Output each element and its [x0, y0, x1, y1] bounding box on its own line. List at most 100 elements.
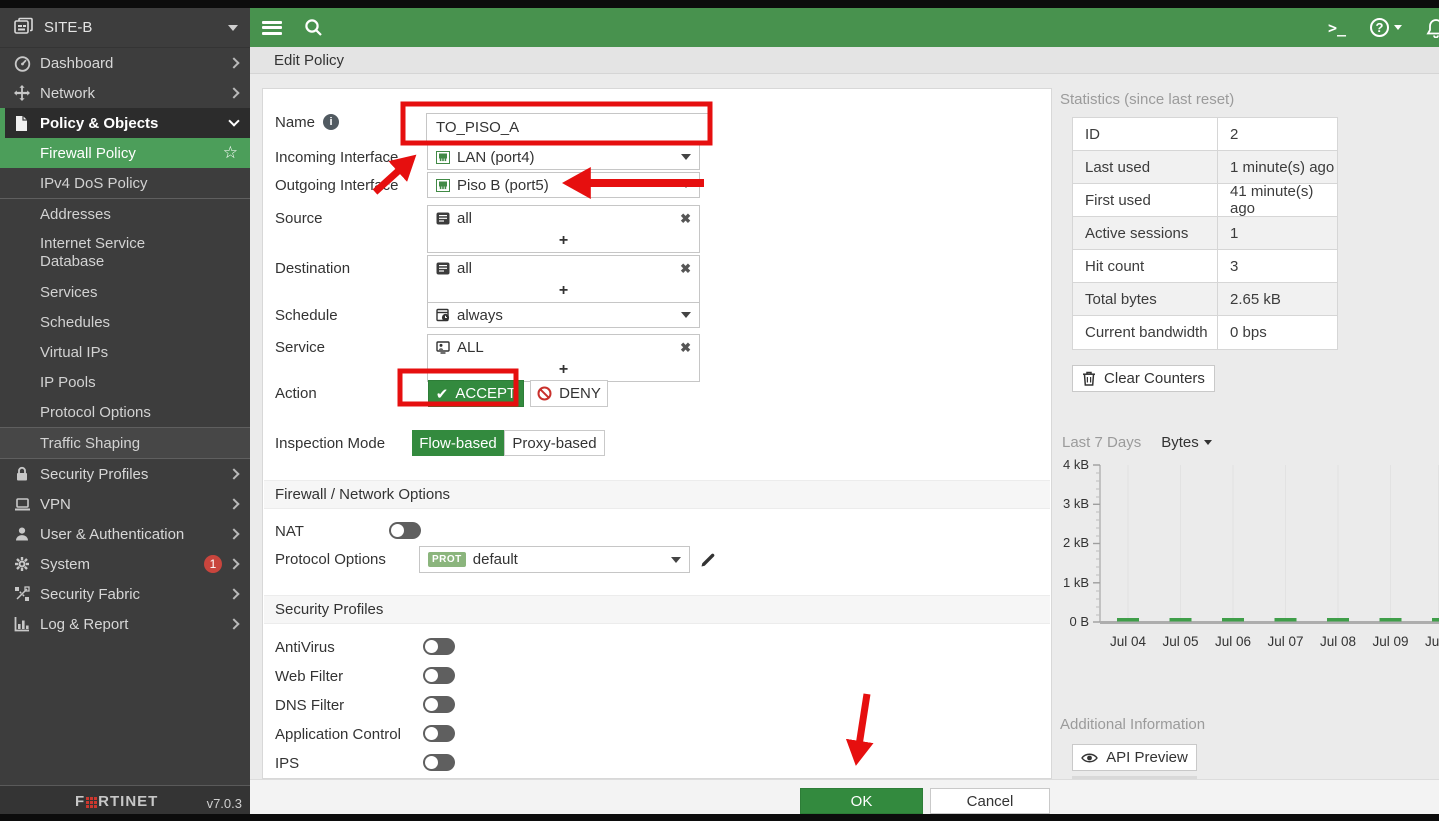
sidebar-item-firewall-policy[interactable]: Firewall Policy ☆	[0, 138, 250, 168]
svg-text:0 B: 0 B	[1069, 614, 1089, 629]
hamburger-menu-icon[interactable]	[262, 20, 282, 35]
fortinet-logo: F RTINET	[75, 793, 159, 810]
svg-text:Jul 04: Jul 04	[1110, 634, 1147, 649]
outgoing-interface-select[interactable]: Piso B (port5)	[427, 172, 700, 198]
ok-button[interactable]: OK	[800, 788, 923, 814]
protocol-options-select[interactable]: PROT default	[419, 546, 690, 573]
chart-y-labels: 4 kB 3 kB 2 kB 1 kB 0 B	[1063, 457, 1089, 629]
sidebar-item-security-profiles[interactable]: Security Profiles	[0, 459, 250, 489]
address-icon	[436, 262, 450, 275]
dns-filter-toggle[interactable]	[423, 696, 455, 713]
sidebar-item-network[interactable]: Network	[0, 78, 250, 108]
site-layers-icon	[14, 17, 34, 39]
nat-row: NAT	[275, 518, 1039, 544]
protocol-options-row: Protocol Options PROT default	[275, 546, 1039, 573]
table-row: Hit count 3	[1073, 250, 1337, 283]
clear-counters-button[interactable]: Clear Counters	[1072, 365, 1215, 392]
svg-text:Jul 09: Jul 09	[1372, 634, 1408, 649]
sidebar-item-addresses[interactable]: Addresses	[40, 205, 111, 223]
edit-policy-form: Name i Incoming Interface LAN (port4) Ou…	[262, 88, 1052, 779]
favorite-star-icon[interactable]: ☆	[222, 143, 238, 162]
destination-row: Destination all ✖ +	[275, 255, 1039, 303]
sidebar-item-policy-objects[interactable]: Policy & Objects	[0, 108, 250, 138]
action-deny-button[interactable]: DENY	[530, 380, 608, 407]
svg-text:Jul 08: Jul 08	[1320, 634, 1356, 649]
chart-unit-dropdown[interactable]: Bytes	[1161, 434, 1212, 451]
service-box[interactable]: ALL ✖ +	[427, 334, 700, 382]
sidebar-item-traffic-shaping[interactable]: Traffic Shaping	[0, 428, 250, 458]
sidebar-item-virtual-ips[interactable]: Virtual IPs	[40, 343, 109, 361]
info-icon[interactable]: i	[323, 114, 340, 130]
help-menu[interactable]: ?	[1370, 18, 1402, 37]
chevron-right-icon	[228, 588, 240, 600]
form-footer: OK Cancel	[250, 779, 1439, 814]
destination-box[interactable]: all ✖ +	[427, 255, 700, 303]
inspection-proxy-based-button[interactable]: Proxy-based	[504, 430, 605, 456]
sidebar-item-user-authentication[interactable]: User & Authentication	[0, 519, 250, 549]
sidebar-item-vpn[interactable]: VPN	[0, 489, 250, 519]
notification-bell-icon[interactable]	[1426, 18, 1439, 38]
sidebar-divider	[0, 458, 250, 459]
table-row: Total bytes 2.65 kB	[1073, 283, 1337, 316]
incoming-interface-select[interactable]: LAN (port4)	[427, 144, 700, 170]
application-control-row: Application Control	[275, 721, 1039, 747]
source-box[interactable]: all ✖ +	[427, 205, 700, 253]
svg-text:2 kB: 2 kB	[1063, 535, 1089, 550]
sidebar-item-dashboard[interactable]: Dashboard	[0, 48, 250, 78]
search-icon[interactable]	[304, 18, 323, 37]
firmware-version: v7.0.3	[206, 796, 242, 811]
address-icon	[436, 212, 450, 225]
application-control-toggle[interactable]	[423, 725, 455, 742]
gear-icon	[14, 556, 40, 572]
site-name: SITE-B	[44, 19, 93, 36]
cli-console-icon[interactable]: >_	[1327, 18, 1346, 37]
remove-icon[interactable]: ✖	[680, 260, 691, 276]
caret-down-icon	[1203, 440, 1212, 445]
chevron-down-icon	[228, 115, 240, 127]
sidebar-item-security-fabric[interactable]: Security Fabric	[0, 579, 250, 609]
service-icon	[436, 341, 450, 354]
sidebar-item-protocol-options[interactable]: Protocol Options	[40, 403, 151, 421]
antivirus-toggle[interactable]	[423, 638, 455, 655]
add-source-button[interactable]: +	[558, 232, 569, 249]
cancel-button[interactable]: Cancel	[930, 788, 1050, 814]
action-accept-button[interactable]: ✔ ACCEPT	[428, 380, 524, 407]
sidebar-item-ipv4-dos-policy[interactable]: IPv4 DoS Policy	[40, 174, 148, 192]
schedule-select[interactable]: always	[427, 302, 700, 328]
service-row: Service ALL ✖ +	[275, 334, 1039, 382]
sidebar-divider	[0, 427, 250, 428]
sidebar: SITE-B Dashboard Network Policy & Object…	[0, 8, 250, 814]
api-preview-button[interactable]: API Preview	[1072, 744, 1197, 771]
breadcrumb: Edit Policy	[250, 47, 1439, 74]
alert-count-badge: 1	[204, 555, 222, 573]
sidebar-footer: F RTINET v7.0.3	[0, 785, 250, 814]
policy-name-input[interactable]	[426, 113, 710, 142]
sidebar-item-schedules[interactable]: Schedules	[40, 313, 111, 331]
cut-off-button-edge	[1072, 776, 1197, 779]
sidebar-item-services[interactable]: Services	[40, 283, 98, 301]
inspection-mode-row: Inspection Mode Flow-based Proxy-based	[275, 430, 1039, 456]
inspection-flow-based-button[interactable]: Flow-based	[412, 430, 504, 456]
vdom-selector[interactable]: SITE-B	[0, 8, 250, 48]
remove-icon[interactable]: ✖	[680, 339, 691, 355]
sidebar-item-ip-pools[interactable]: IP Pools	[40, 373, 96, 391]
add-service-button[interactable]: +	[558, 361, 569, 378]
remove-icon[interactable]: ✖	[680, 210, 691, 226]
antivirus-row: AntiVirus	[275, 634, 1039, 660]
schedule-icon	[436, 308, 450, 322]
additional-information-title: Additional Information	[1060, 716, 1206, 733]
section-header-security-profiles: Security Profiles	[264, 595, 1050, 624]
nat-toggle[interactable]	[389, 522, 421, 539]
sidebar-item-log-report[interactable]: Log & Report	[0, 609, 250, 639]
chart-bars	[1117, 618, 1439, 622]
name-row: Name i	[275, 109, 1039, 142]
edit-pencil-icon[interactable]	[700, 552, 716, 568]
ips-toggle[interactable]	[423, 754, 455, 771]
add-destination-button[interactable]: +	[558, 282, 569, 299]
sidebar-item-system[interactable]: System 1	[0, 549, 250, 579]
policy-icon	[14, 115, 40, 132]
chart-major-ticks	[1093, 464, 1100, 623]
web-filter-toggle[interactable]	[423, 667, 455, 684]
caret-down-icon	[681, 182, 691, 188]
sidebar-item-internet-service-database[interactable]: Internet Service Database	[40, 235, 146, 270]
